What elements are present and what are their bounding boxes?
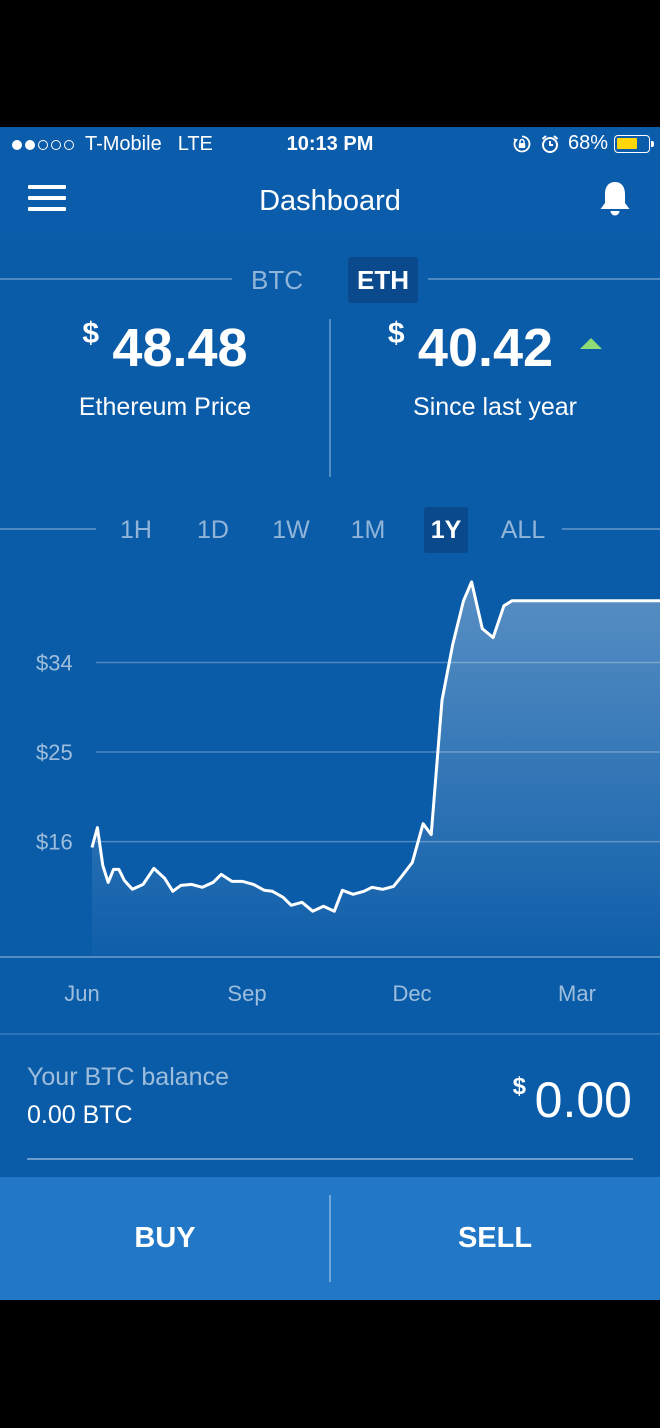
y-tick-label: $34 (36, 650, 73, 675)
alarm-icon (541, 134, 559, 153)
ethereum-price-label: Ethereum Price (78, 393, 252, 421)
app-screen: T-Mobile LTE 10:13 PM 68% (0, 127, 660, 1300)
action-divider (329, 1195, 331, 1282)
currency-symbol: $ (512, 1073, 527, 1100)
price-area-fill (92, 581, 660, 957)
price-chart-svg: $34 $25 $16 Jun Sep Dec Mar (0, 580, 660, 1006)
range-1d[interactable]: 1D (197, 516, 229, 544)
balance-divider (27, 1158, 633, 1160)
range-1h[interactable]: 1H (120, 516, 152, 544)
status-left: T-Mobile LTE (12, 133, 213, 156)
signal-dot (64, 139, 74, 150)
tab-eth[interactable]: ETH (348, 257, 418, 303)
change-value: $ 40.42 (387, 317, 603, 379)
x-tick-label: Jun (64, 981, 99, 1006)
change-amount: 40.42 (417, 318, 554, 378)
balance-section: Your BTC balance 0.00 BTC $ 0.00 (0, 1033, 660, 1153)
range-all[interactable]: ALL (500, 516, 546, 544)
sell-button[interactable]: SELL (457, 1222, 533, 1254)
menu-line (28, 196, 66, 200)
battery-percent: 68% (567, 132, 608, 154)
bell-icon[interactable] (596, 179, 634, 219)
price-divider (329, 319, 331, 477)
carrier-name: T-Mobile (85, 133, 162, 155)
tab-rule-right (428, 278, 660, 280)
trend-up-icon (580, 338, 603, 350)
change-block: $ 40.42 Since last year (330, 317, 660, 477)
signal-dot (25, 139, 35, 150)
balance-usd-amount: 0.00 (534, 1072, 632, 1128)
tab-btc[interactable]: BTC (251, 265, 303, 295)
signal-dot (38, 139, 48, 150)
balance-usd-value: $ 0.00 (513, 1071, 632, 1129)
range-1w[interactable]: 1W (272, 516, 310, 544)
currency-symbol: $ (82, 317, 100, 350)
range-rule-left (0, 528, 96, 530)
network-type: LTE (177, 133, 213, 155)
status-bar: T-Mobile LTE 10:13 PM 68% (0, 127, 660, 163)
x-tick-label: Mar (558, 981, 596, 1006)
battery-level-fill (617, 137, 637, 149)
price-chart[interactable]: $34 $25 $16 Jun Sep Dec Mar (0, 557, 660, 1027)
page-title: Dashboard (259, 185, 401, 217)
top-letterbox (0, 0, 660, 127)
signal-dot (51, 139, 61, 150)
x-tick-label: Dec (392, 981, 431, 1006)
buy-button[interactable]: BUY (134, 1222, 196, 1254)
balance-label: Your BTC balance (27, 1063, 229, 1091)
y-tick-label: $25 (36, 740, 73, 765)
x-tick-label: Sep (227, 981, 266, 1006)
battery-icon (614, 134, 654, 153)
y-tick-label: $16 (36, 830, 73, 855)
nav-bar: Dashboard (0, 163, 660, 239)
currency-tab-bar: BTC ETH (0, 253, 660, 305)
status-time: 10:13 PM (286, 133, 374, 155)
signal-strength-icon (12, 139, 77, 150)
tab-rule-left (0, 278, 232, 280)
price-line (90, 580, 660, 913)
currency-symbol: $ (387, 317, 405, 350)
price-amount: 48.48 (112, 318, 248, 378)
range-rule-right (562, 528, 660, 530)
hamburger-menu-icon[interactable] (28, 185, 68, 215)
change-label: Since last year (413, 393, 577, 421)
signal-dot (12, 139, 22, 150)
range-tab-bar: 1H 1D 1W 1M 1Y ALL (0, 505, 660, 557)
battery-tip (651, 140, 654, 147)
rotation-lock-icon (513, 135, 531, 152)
bottom-letterbox (0, 1300, 660, 1428)
ethereum-price-value: $ 48.48 (82, 317, 247, 379)
balance-btc-amount: 0.00 BTC (27, 1101, 133, 1129)
range-1m[interactable]: 1M (350, 516, 386, 544)
menu-line (28, 185, 66, 189)
status-right: 68% (512, 132, 654, 155)
menu-line (28, 207, 66, 211)
action-bar: BUY SELL (0, 1177, 660, 1300)
ethereum-price-block: $ 48.48 Ethereum Price (0, 317, 330, 477)
range-1y[interactable]: 1Y (424, 507, 468, 553)
